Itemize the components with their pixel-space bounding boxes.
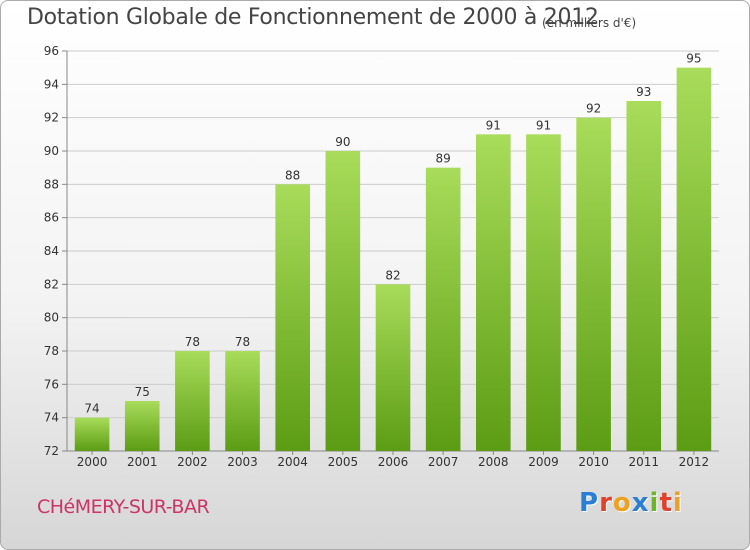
- bar-2001: [124, 401, 160, 451]
- data-label: 93: [636, 85, 651, 99]
- bar-2011: [626, 101, 662, 451]
- y-tick-label: 88: [44, 177, 59, 191]
- bars: [74, 67, 712, 452]
- x-tick-label: 2008: [478, 455, 509, 469]
- data-labels: 74 75 78 78 88 90 82 89 91 91 92 93 95: [84, 52, 701, 416]
- y-tick-label: 82: [44, 277, 59, 291]
- data-label: 91: [486, 118, 501, 132]
- data-label: 75: [135, 385, 150, 399]
- x-tick-label: 2007: [428, 455, 459, 469]
- bar-2012: [676, 67, 712, 452]
- brand-logo-letter: t: [659, 488, 673, 518]
- data-label: 91: [536, 118, 551, 132]
- y-tick-label: 72: [44, 444, 59, 458]
- data-label: 74: [84, 402, 99, 416]
- commune-name: CHéMERY-SUR-BAR: [37, 496, 210, 518]
- x-tick-label: 2012: [679, 455, 710, 469]
- bar-2006: [375, 284, 411, 451]
- bar-2007: [425, 167, 461, 451]
- x-tick-label: 2004: [277, 455, 308, 469]
- x-tick-label: 2010: [578, 455, 609, 469]
- brand-logo-letter: o: [612, 488, 632, 518]
- x-tick-label: 2005: [328, 455, 359, 469]
- y-tick-label: 74: [44, 411, 59, 425]
- data-label: 88: [285, 168, 300, 182]
- x-tick-label: 2009: [528, 455, 559, 469]
- y-tick-label: 92: [44, 111, 59, 125]
- data-label: 89: [436, 152, 451, 166]
- bar-2009: [526, 134, 561, 452]
- x-tick-label: 2006: [378, 455, 409, 469]
- brand-logo-letter: i: [649, 488, 660, 518]
- brand-logo-letter: x: [631, 488, 650, 518]
- brand-logo-letter: r: [599, 488, 613, 518]
- brand-logo-letter: i: [672, 488, 683, 518]
- data-label: 78: [185, 335, 200, 349]
- y-tick-label: 90: [44, 144, 59, 158]
- y-tick-label: 94: [44, 77, 59, 91]
- y-tick-label: 96: [44, 44, 59, 58]
- x-tick-label: 2011: [628, 455, 659, 469]
- bar-2008: [476, 134, 511, 452]
- brand-logo: Proxiti: [579, 488, 683, 518]
- bar-2000: [74, 417, 110, 451]
- bar-2002: [175, 351, 210, 451]
- bar-2005: [325, 151, 361, 451]
- axes: 72 74 76 78 80 82 84 86 88 90 92 94 96 2000 2001 2002 20…: [44, 44, 719, 469]
- y-tick-label: 80: [44, 311, 59, 325]
- data-label: 95: [686, 52, 701, 66]
- x-tick-label: 2001: [127, 455, 158, 469]
- x-tick-label: 2003: [227, 455, 258, 469]
- brand-logo-letter: P: [579, 488, 600, 518]
- chart-title: Dotation Globale de Fonctionnement de 20…: [27, 5, 599, 30]
- data-label: 82: [385, 268, 400, 282]
- x-tick-label: 2000: [77, 455, 108, 469]
- bar-2004: [275, 184, 310, 452]
- data-label: 92: [586, 102, 601, 116]
- y-tick-label: 78: [44, 344, 59, 358]
- x-tick-label: 2002: [177, 455, 208, 469]
- data-label: 78: [235, 335, 250, 349]
- bar-2010: [576, 117, 611, 452]
- y-tick-label: 76: [44, 377, 59, 391]
- chart-subtitle: (en milliers d'€): [542, 16, 637, 30]
- bar-2003: [225, 351, 260, 451]
- y-tick-label: 84: [44, 244, 59, 258]
- y-tick-label: 86: [44, 211, 59, 225]
- data-label: 90: [335, 135, 350, 149]
